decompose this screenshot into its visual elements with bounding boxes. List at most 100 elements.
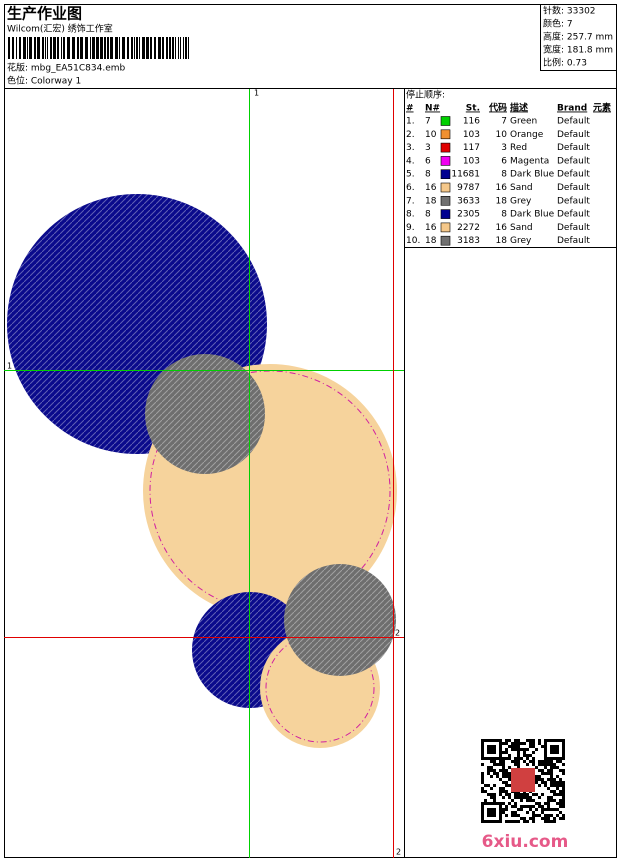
qr-cell — [499, 745, 502, 748]
qr-cell — [505, 805, 508, 808]
table-cell: Sand — [510, 223, 533, 233]
qr-cell — [508, 778, 511, 781]
table-cell: 16 — [425, 183, 437, 193]
bar — [142, 37, 145, 59]
qr-cell — [505, 814, 508, 817]
qr-cell — [541, 793, 544, 796]
qr-cell — [511, 820, 514, 823]
qr-cell — [550, 760, 553, 763]
qr-cell — [520, 793, 523, 796]
bar — [139, 37, 140, 59]
qr-cell — [487, 757, 490, 760]
qr-cell — [496, 739, 499, 742]
qr-cell — [514, 739, 517, 742]
qr-cell — [538, 796, 541, 799]
info-item: 高度: 257.7 mm — [543, 31, 613, 43]
texture — [284, 564, 396, 676]
swatch — [440, 196, 451, 206]
qr-cell — [538, 775, 541, 778]
qr-cell — [535, 781, 538, 784]
bar — [107, 37, 109, 59]
bar — [80, 37, 83, 59]
qr-cell — [547, 760, 550, 763]
qr-cell — [523, 805, 526, 808]
qr-cell — [493, 811, 496, 814]
qr-cell — [499, 754, 502, 757]
bar — [110, 37, 113, 59]
qr-logo — [511, 768, 535, 792]
bar — [158, 37, 161, 59]
qr-cell — [544, 739, 547, 742]
swatch — [440, 222, 451, 233]
qr-cell — [550, 769, 553, 772]
qr-cell — [514, 820, 517, 823]
qr-cell — [529, 760, 532, 763]
qr-cell — [532, 820, 535, 823]
qr-cell — [514, 760, 517, 763]
qr-cell — [544, 817, 547, 820]
qr-cell — [556, 766, 559, 769]
bar — [122, 37, 125, 59]
qr-cell — [547, 769, 550, 772]
qr-cell — [544, 760, 547, 763]
bar — [19, 37, 21, 59]
qr-cell — [562, 799, 565, 802]
qr-cell — [556, 760, 559, 763]
qr-cell — [487, 784, 490, 787]
qr-cell — [559, 784, 562, 787]
qr-cell — [535, 793, 538, 796]
qr-cell — [550, 748, 553, 751]
qr-cell — [541, 772, 544, 775]
qr-cell — [499, 811, 502, 814]
bar — [72, 37, 75, 59]
qr-cell — [508, 775, 511, 778]
bar — [127, 37, 129, 59]
qr-cell — [508, 745, 511, 748]
qr-cell — [502, 802, 505, 805]
guide-label: 1 — [7, 362, 12, 371]
qr-cell — [559, 805, 562, 808]
qr-cell — [505, 793, 508, 796]
qr-cell — [481, 805, 484, 808]
qr-cell — [484, 757, 487, 760]
design-file: 花版: mbg_EA51C834.emb — [7, 62, 126, 74]
bar — [16, 37, 17, 59]
qr-cell — [481, 817, 484, 820]
qr-cell — [538, 760, 541, 763]
qr-cell — [517, 745, 520, 748]
qr-cell — [556, 787, 559, 790]
qr-cell — [562, 787, 565, 790]
bar — [67, 37, 70, 59]
qr-cell — [511, 748, 514, 751]
bar — [8, 37, 10, 59]
info-item: 比例: 0.73 — [543, 57, 587, 69]
qr-cell — [514, 805, 517, 808]
qr-cell — [511, 760, 514, 763]
qr-cell — [493, 751, 496, 754]
qr-cell — [502, 751, 505, 754]
studio: Wilcom(汇宏) 绣饰工作室 — [7, 23, 113, 35]
qr-cell — [496, 763, 499, 766]
qr-cell — [481, 748, 484, 751]
qr-cell — [502, 787, 505, 790]
bar — [178, 37, 179, 59]
qr-cell — [514, 811, 517, 814]
column-header: 描述 — [510, 102, 528, 114]
qr-cell — [502, 772, 505, 775]
table-cell: 10. — [406, 236, 420, 246]
qr-cell — [496, 802, 499, 805]
column-header: St. — [466, 104, 480, 114]
qr-cell — [532, 760, 535, 763]
bar — [172, 37, 174, 59]
qr-cell — [496, 775, 499, 778]
qr-cell — [508, 793, 511, 796]
table-cell: 117 — [463, 143, 480, 153]
qr-cell — [499, 808, 502, 811]
table-cell: 3183 — [457, 236, 480, 246]
bar — [45, 37, 46, 59]
table-cell: Magenta — [510, 156, 549, 166]
qr-cell — [502, 757, 505, 760]
qr-cell — [553, 799, 556, 802]
qr-cell — [490, 814, 493, 817]
